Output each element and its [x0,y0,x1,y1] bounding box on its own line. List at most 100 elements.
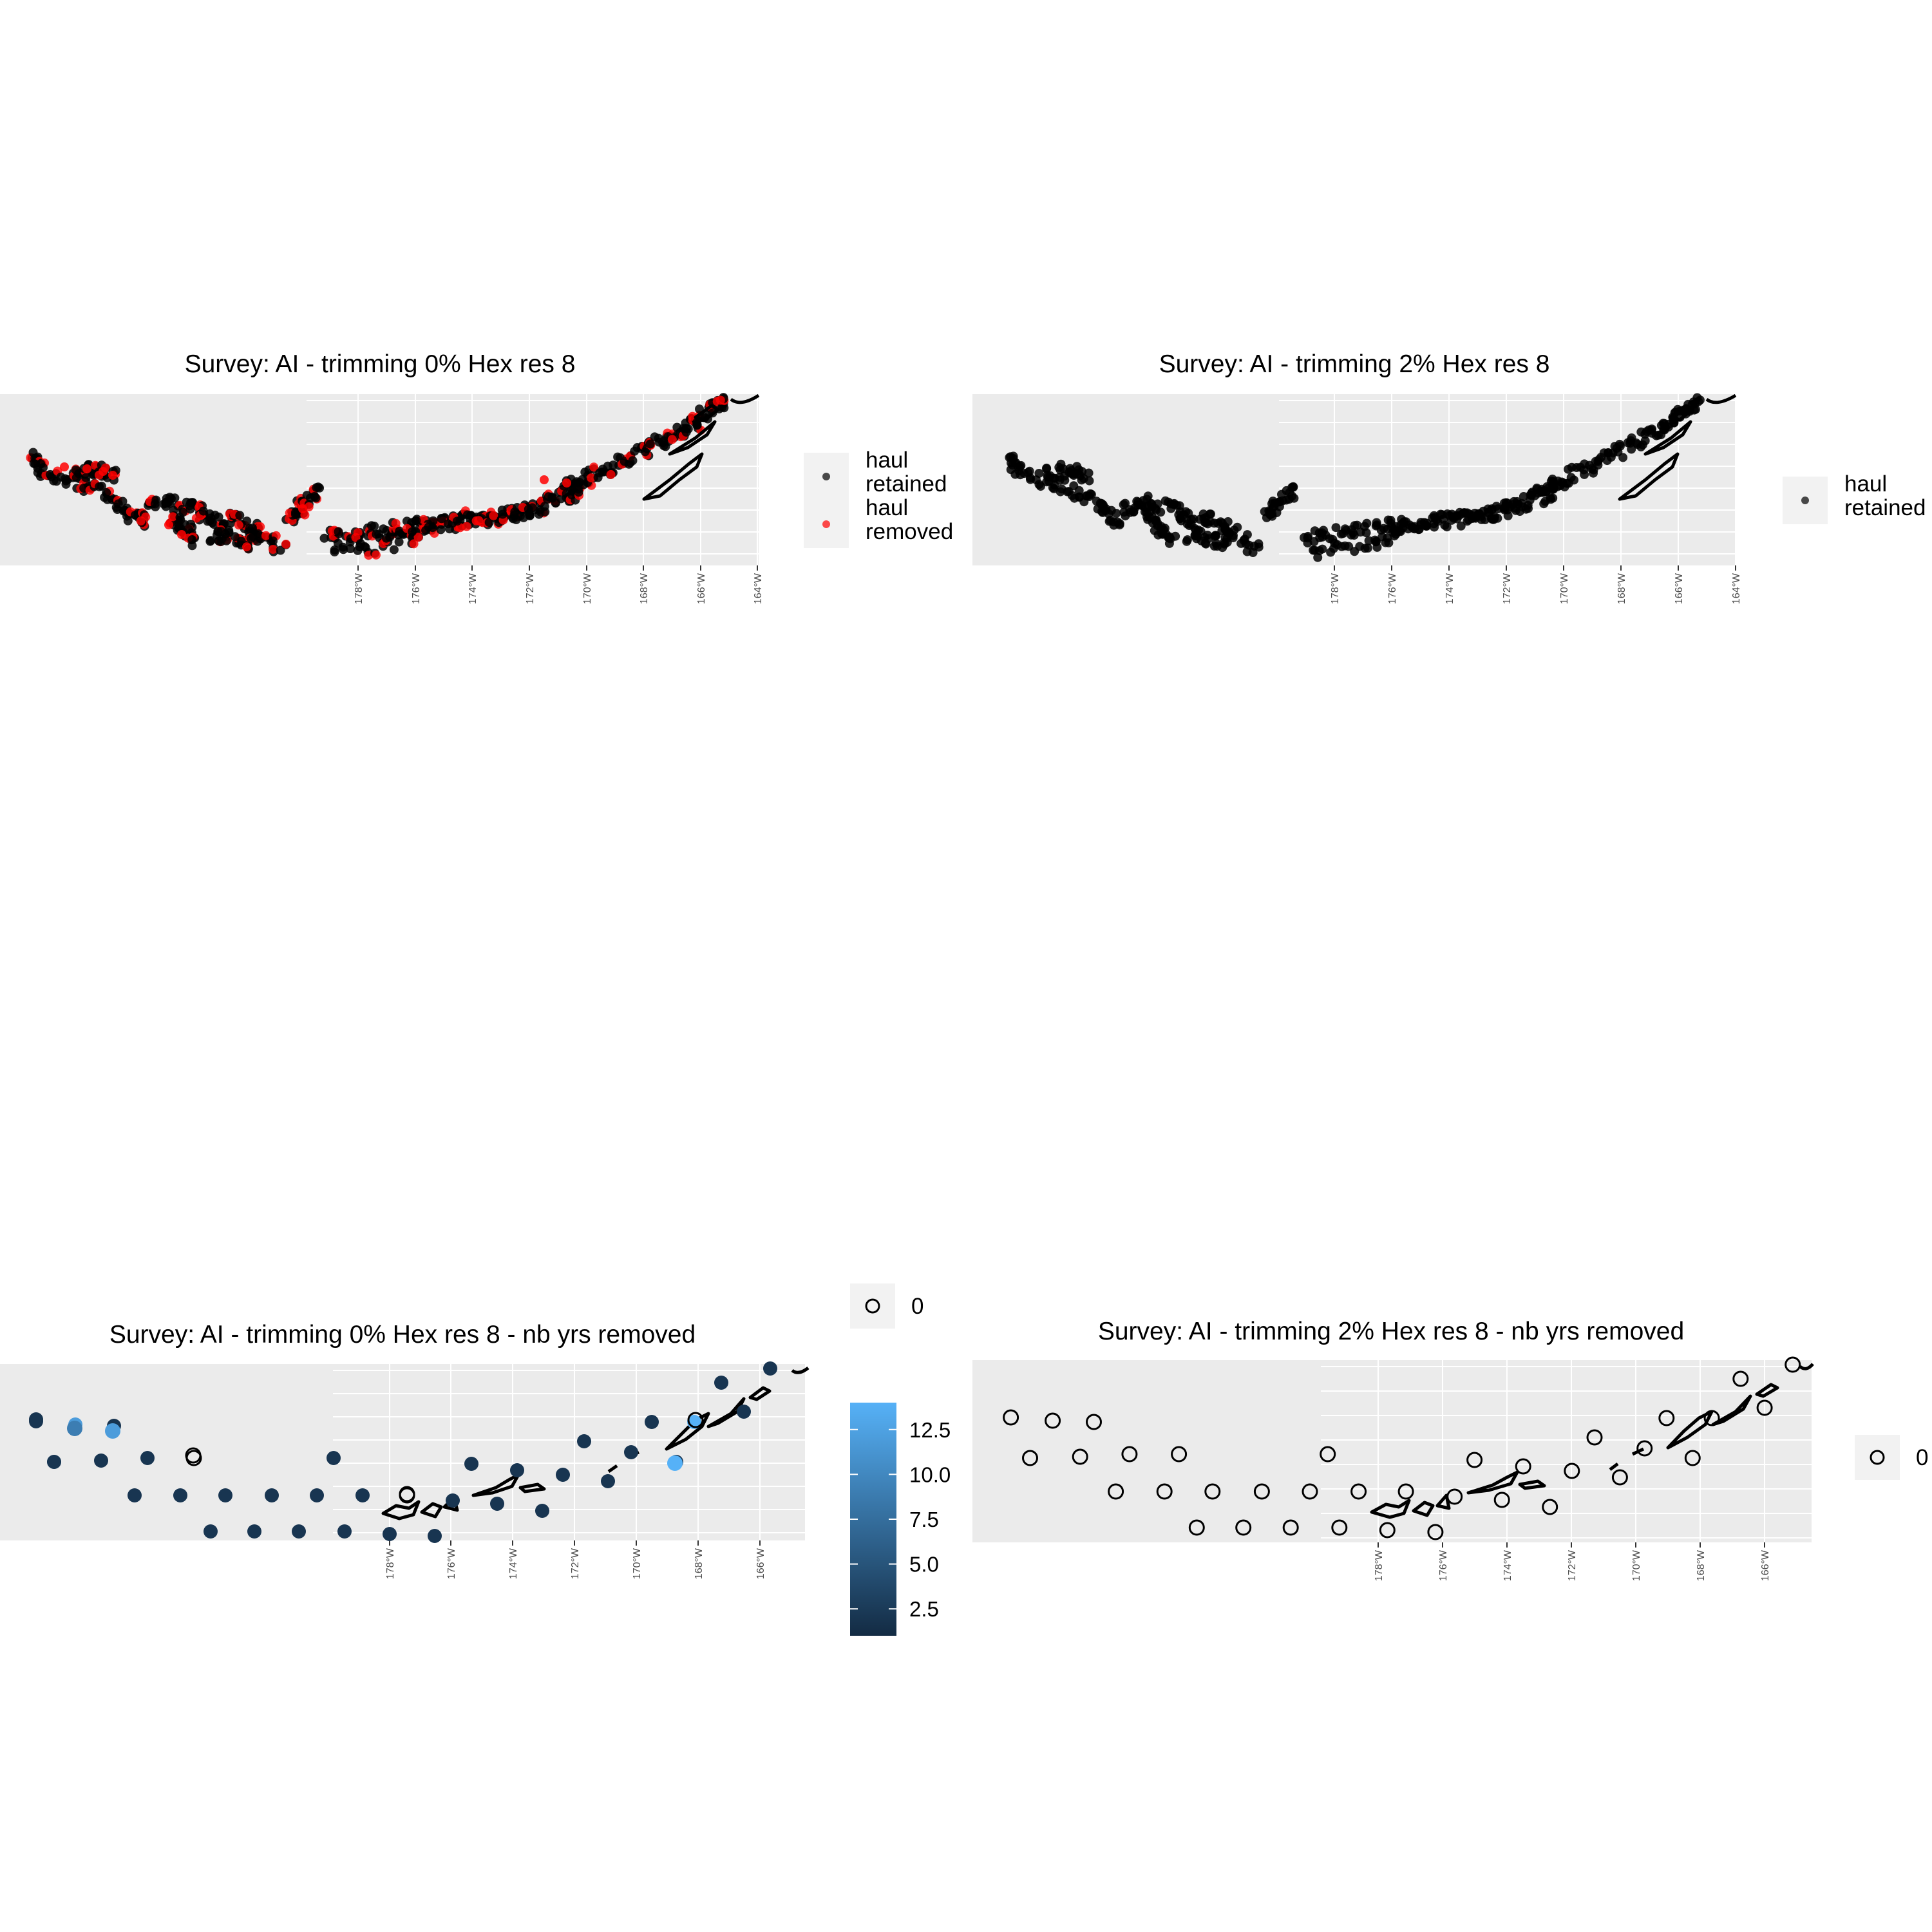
hex-point [446,1493,460,1508]
hex-point [128,1488,142,1502]
x-tick-label: 168°W [1616,573,1627,604]
hex-point-zero [687,1412,704,1428]
haul-point-removed [589,462,599,472]
haul-point-removed [136,516,146,526]
coastline-shape [1412,1501,1435,1517]
haul-point-retained [1115,520,1124,530]
haul-point-retained [1313,553,1323,562]
hex-point-zero [1204,1483,1221,1500]
coastline-shape [1668,404,1694,422]
haul-point-removed [409,539,419,549]
legend-key [1855,1435,1900,1480]
haul-point-retained [1414,524,1424,534]
haul-point-retained [319,533,329,543]
hex-point [29,1412,43,1426]
haul-point-retained [1182,536,1191,546]
coastline-shape [1643,420,1692,456]
haul-point-retained [1647,426,1656,435]
haul-point-retained [1459,508,1469,518]
x-tick-label: 174°W [1444,573,1455,604]
haul-point-retained [1615,439,1624,449]
haul-point-retained [1229,526,1239,535]
haul-point-retained [719,403,729,413]
haul-point-retained [118,497,128,506]
coastline-shape [1518,1479,1546,1490]
coastline-shape [607,1464,618,1473]
panel-2-title: Survey: AI - trimming 2% Hex res 8 [1159,350,1550,378]
haul-point-retained [214,512,223,522]
hex-point-zero [1564,1463,1580,1479]
x-tick-label: 176°W [411,573,422,604]
hex-point [265,1488,279,1502]
haul-point-retained [436,525,446,535]
panel-3-map-left [0,1364,333,1540]
haul-point-retained [1211,531,1221,540]
haul-point-retained [1318,544,1327,554]
haul-point-retained [1396,527,1405,536]
haul-point-retained [1580,469,1589,479]
haul-point-retained [692,418,701,428]
x-tick-label: 170°W [1559,573,1570,604]
hex-point-high [105,1423,120,1439]
haul-point-removed [298,504,307,513]
x-tick-label: 168°W [694,1548,705,1579]
legend-label: removed [866,519,953,544]
panel-3-map-right [333,1364,805,1540]
haul-point-retained [222,536,231,545]
hex-point-zero [1171,1446,1188,1463]
haul-point-retained [1034,469,1044,478]
hex-point [510,1463,524,1477]
hex-point [737,1405,751,1419]
hex-point-zero [1331,1519,1348,1536]
panel-1-gridlines [307,394,759,565]
coastline-shape [1609,1463,1619,1471]
hex-point-zero [1350,1483,1367,1500]
haul-point-removed [99,467,108,476]
x-tick-label: 170°W [632,1548,643,1579]
x-tick-label: 166°W [1760,1549,1771,1581]
haul-point-retained [1196,526,1206,536]
haul-point-removed [391,518,401,528]
hex-point-zero [1282,1519,1299,1536]
haul-point-retained [1203,531,1212,540]
haul-point-retained [1633,440,1642,449]
hex-point-high [67,1421,82,1436]
panel-2-map-right [1279,394,1736,565]
panel-4-map-left [972,1360,1321,1542]
haul-point-retained [150,499,160,509]
hex-point [327,1451,341,1465]
haul-point-retained [437,514,446,524]
coastline-shape [791,1367,810,1374]
legend-key-point [822,520,830,528]
hex-point-zero [1086,1414,1102,1430]
legend-label: haul [866,495,908,520]
hex-point-zero [1611,1469,1628,1486]
haul-point-retained [1084,476,1094,486]
hex-point [337,1524,352,1539]
coastline-shape [642,452,704,501]
hex-point-zero [1379,1522,1396,1539]
panel-3-gridlines [333,1364,805,1540]
haul-point-retained [235,511,245,520]
haul-point-retained [1422,518,1432,528]
haul-point-retained [1119,507,1129,517]
x-tick-label: 172°W [1567,1549,1578,1581]
haul-point-retained [1518,502,1528,512]
haul-point-retained [1151,516,1160,526]
legend-key-point [1801,497,1809,504]
colorbar-label: 7.5 [909,1508,939,1531]
haul-point-retained [412,516,421,526]
haul-point-removed [489,511,498,520]
hex-point [490,1497,504,1511]
coastline-shape [668,420,717,456]
haul-point-retained [71,473,81,482]
x-tick-label: 172°W [1502,573,1513,604]
coastline-shape [665,1412,710,1451]
panel-2-haul-points [1005,393,1705,562]
haul-point-retained [1546,493,1555,502]
haul-point-removed [474,516,484,526]
haul-point-retained [1104,509,1113,518]
haul-point-retained [330,545,339,554]
hex-point-zero [1320,1446,1336,1463]
haul-point-removed [606,469,616,479]
